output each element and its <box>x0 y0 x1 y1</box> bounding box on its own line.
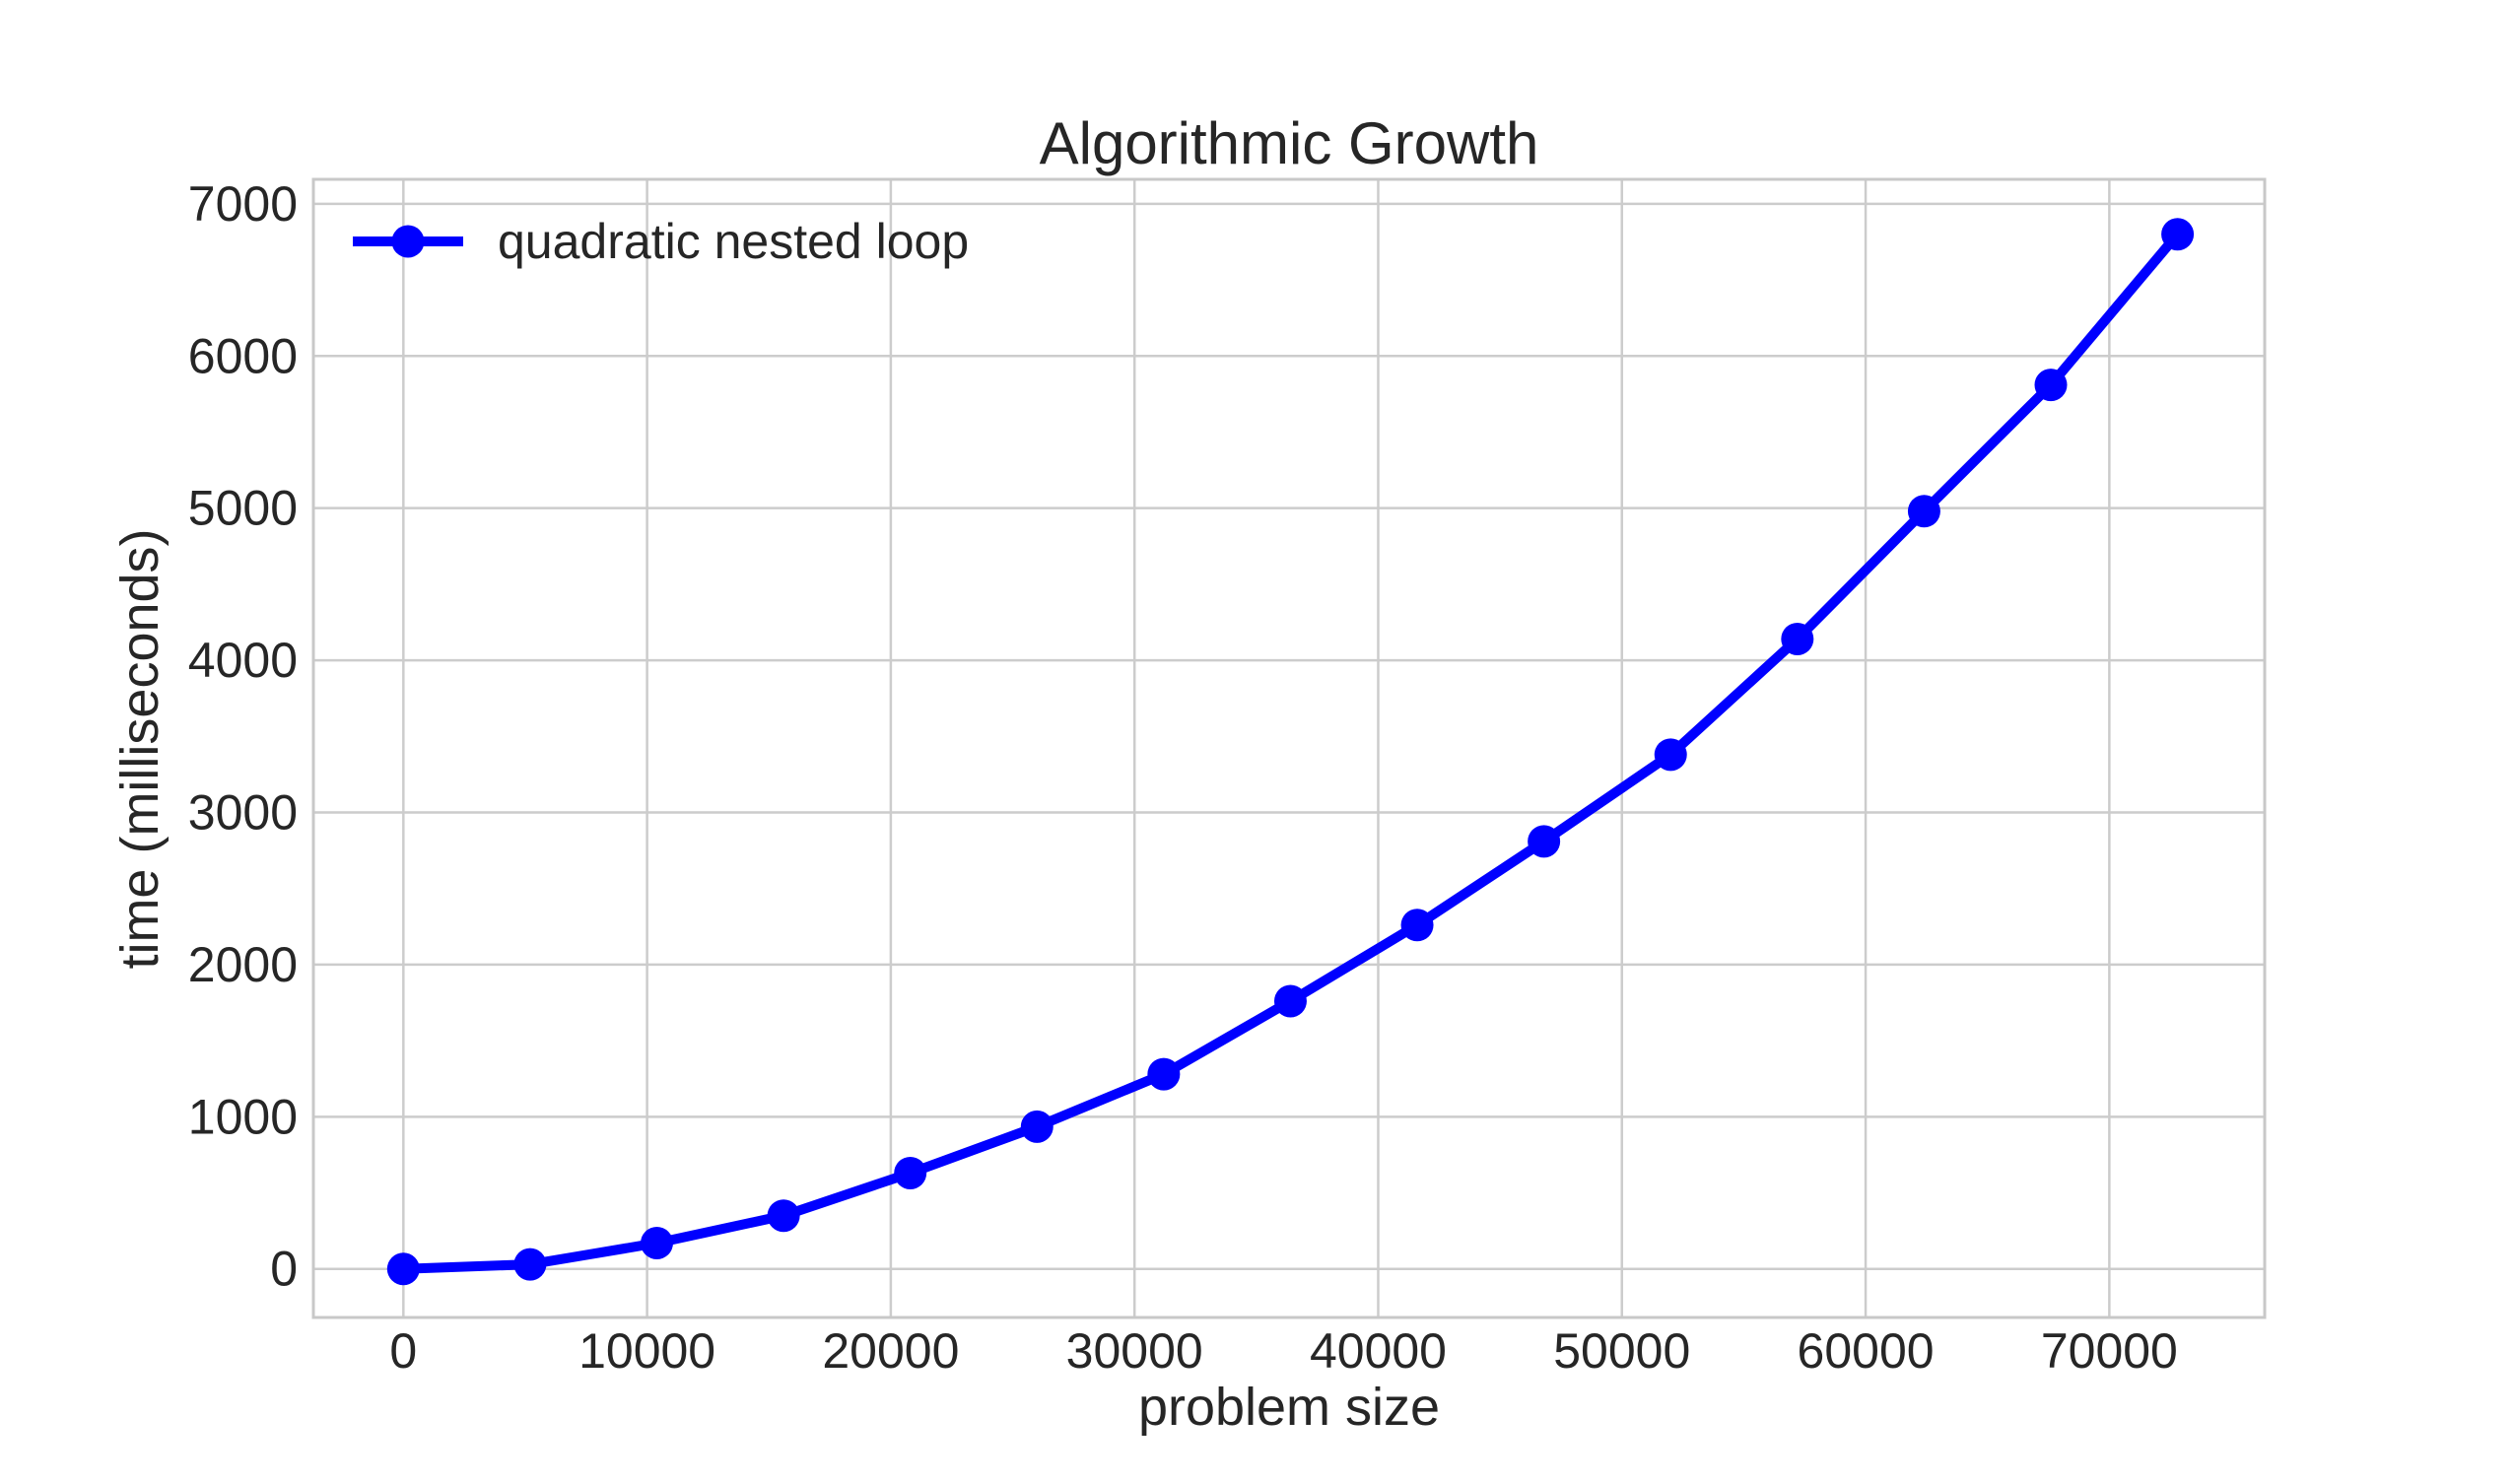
data-point-marker <box>2161 218 2195 251</box>
x-tick-label: 0 <box>389 1323 417 1379</box>
y-tick-label: 0 <box>270 1242 298 1297</box>
x-tick-label: 60000 <box>1798 1323 1935 1379</box>
x-tick-label: 70000 <box>2041 1323 2178 1379</box>
y-tick-label: 2000 <box>188 937 298 992</box>
x-tick-labels: 0 10000 20000 30000 40000 50000 60000 70000 <box>389 1323 2177 1379</box>
y-tick-label: 4000 <box>188 633 298 688</box>
data-point-marker <box>2034 369 2068 402</box>
x-tick-label: 10000 <box>578 1323 715 1379</box>
data-point-marker <box>1528 825 1561 858</box>
data-point-marker <box>894 1156 927 1189</box>
legend-marker-icon <box>391 225 425 258</box>
data-point-marker <box>1781 622 1814 655</box>
y-tick-label: 6000 <box>188 328 298 383</box>
series-quadratic-nested-loop <box>386 218 2195 1286</box>
x-tick-label: 50000 <box>1553 1323 1690 1379</box>
plot-area <box>313 179 2265 1317</box>
x-tick-label: 30000 <box>1066 1323 1203 1379</box>
data-point-marker <box>513 1248 547 1281</box>
data-point-marker <box>386 1252 420 1286</box>
y-tick-label: 1000 <box>188 1089 298 1144</box>
x-tick-label: 20000 <box>822 1323 959 1379</box>
data-point-marker <box>767 1199 800 1233</box>
x-axis-label: problem size <box>1138 1378 1440 1437</box>
chart-title: Algorithmic Growth <box>1040 110 1539 176</box>
y-axis-label: time (milliseconds) <box>110 528 170 969</box>
data-point-marker <box>1400 909 1434 942</box>
legend-label: quadratic nested loop <box>498 214 969 269</box>
y-tick-label: 7000 <box>188 176 298 232</box>
y-tick-labels: 0 1000 2000 3000 4000 5000 6000 7000 <box>188 176 298 1297</box>
data-point-marker <box>1273 984 1307 1018</box>
plot-border <box>311 177 2267 1319</box>
data-point-marker <box>641 1226 674 1259</box>
x-tick-label: 40000 <box>1310 1323 1447 1379</box>
data-point-marker <box>1654 738 1687 772</box>
y-tick-label: 5000 <box>188 481 298 536</box>
y-tick-label: 3000 <box>188 785 298 841</box>
data-point-marker <box>1147 1057 1181 1091</box>
data-point-marker <box>1907 495 1940 528</box>
data-point-marker <box>1020 1110 1054 1143</box>
legend: quadratic nested loop <box>353 214 969 269</box>
